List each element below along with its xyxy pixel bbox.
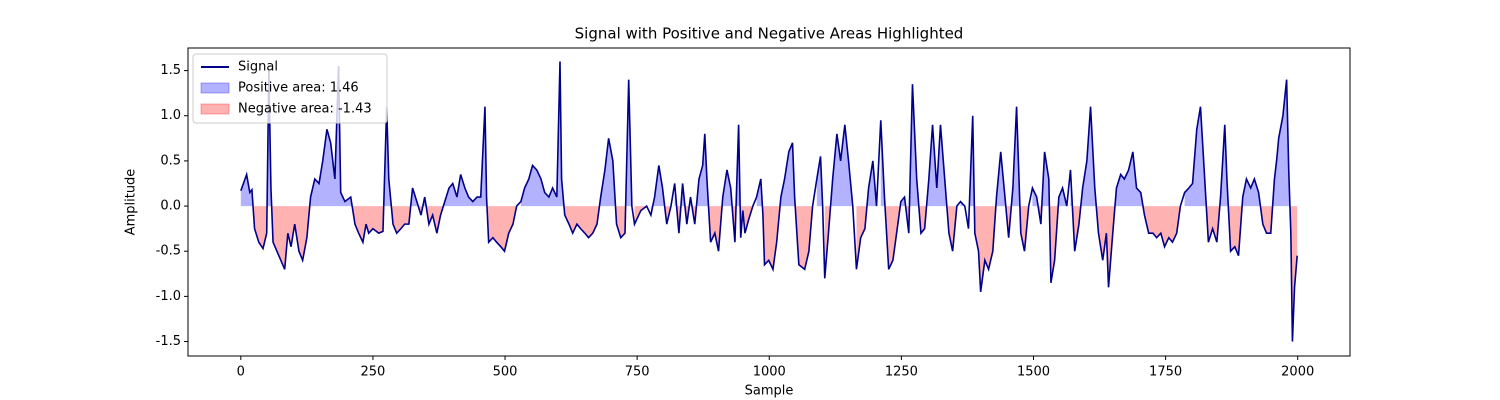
legend-label: Negative area: -1.43: [238, 102, 372, 117]
chart-title: Signal with Positive and Negative Areas …: [575, 25, 964, 43]
y-tick-label: 1.5: [160, 63, 181, 78]
y-axis-label: Amplitude: [124, 169, 139, 236]
x-tick-label: 1500: [1017, 365, 1050, 380]
y-tick-label: -0.5: [156, 244, 181, 259]
x-tick-label: 500: [493, 365, 518, 380]
x-axis-label: Sample: [745, 384, 794, 399]
signal-line: [240, 61, 1298, 342]
x-tick-label: 250: [361, 365, 386, 380]
legend: Signal Positive area: 1.46 Negative area: …: [192, 53, 388, 124]
y-tick-label: 0.0: [160, 199, 181, 214]
x-tick-label: 1250: [885, 365, 918, 380]
y-tick-label: 0.5: [160, 153, 181, 168]
negative-area: [253, 206, 1298, 342]
legend-patch: [200, 103, 230, 115]
legend-box: [192, 53, 388, 124]
x-tick-label: 1750: [1149, 365, 1182, 380]
y-tick-label: -1.0: [156, 289, 181, 304]
x-tick-label: 750: [625, 365, 650, 380]
legend-label: Signal: [238, 60, 278, 75]
y-tick-label: 1.0: [160, 108, 181, 123]
legend-label: Positive area: 1.46: [238, 81, 359, 96]
x-tick-label: 0: [237, 365, 245, 380]
x-tick-label: 2000: [1281, 365, 1314, 380]
x-tick-label: 1000: [753, 365, 786, 380]
legend-patch: [200, 82, 230, 94]
y-tick-label: -1.5: [156, 334, 181, 349]
